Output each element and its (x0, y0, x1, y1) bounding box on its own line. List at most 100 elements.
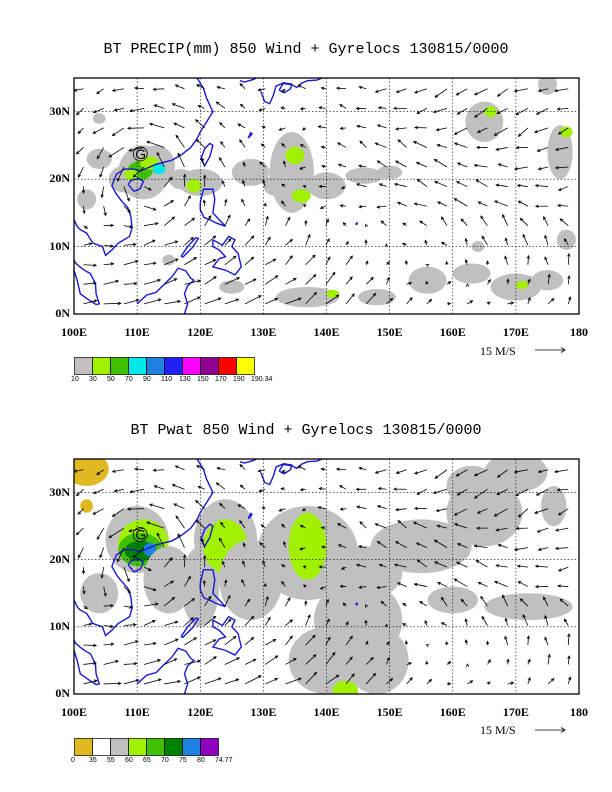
wind-arrow (164, 278, 177, 285)
wind-arrow-head (148, 187, 152, 191)
wind-vectors (74, 463, 572, 686)
wind-arrow (184, 617, 194, 626)
wind-arrow (184, 637, 197, 646)
wind-arrow-head (515, 145, 520, 150)
wind-arrow-head (358, 585, 363, 589)
wind-arrow-head (325, 218, 329, 223)
wind-arrow-head (356, 124, 361, 128)
colorbar-label: 150 (197, 376, 209, 383)
wind-arrow (558, 186, 569, 191)
wind-arrow (555, 547, 569, 549)
wind-arrow (241, 199, 246, 207)
wind-arrow-head (466, 663, 470, 668)
wind-arrow-head (460, 218, 465, 222)
wind-arrow (395, 508, 407, 511)
wind-arrow-head (335, 674, 340, 679)
wind-arrow (325, 619, 330, 626)
wind-arrow-head (318, 184, 323, 189)
wind-arrow-head (515, 492, 520, 496)
wind-arrow (474, 545, 488, 549)
colorbar-label: 70 (125, 376, 133, 383)
wind-arrow (265, 258, 276, 266)
gridlines (74, 459, 579, 694)
wind-arrow-head (544, 636, 548, 641)
wind-arrow-head (513, 547, 518, 552)
wind-arrow-head (519, 217, 524, 222)
wind-arrow (504, 256, 509, 265)
wind-arrow-head (154, 602, 159, 606)
wind-arrow-head (201, 157, 205, 162)
wind-arrow (377, 205, 387, 208)
wind-arrow-head (92, 109, 97, 114)
wind-arrow-head (317, 506, 322, 510)
wind-arrow (325, 294, 339, 305)
wind-arrow-head (349, 635, 353, 640)
coastline-segment (239, 459, 258, 464)
wind-arrow-head (298, 677, 302, 681)
wind-arrow (396, 469, 407, 474)
wind-arrow-head (496, 474, 501, 478)
wind-arrow (175, 84, 185, 90)
wind-arrow-head (92, 661, 97, 665)
wind-arrow-head (304, 600, 308, 604)
wind-arrow-head (157, 678, 162, 682)
wind-arrow-head (364, 239, 368, 244)
wind-arrow-head (425, 264, 430, 268)
wind-arrow (184, 576, 191, 587)
wind-arrow-head (533, 510, 538, 514)
wind-arrow-head (365, 640, 369, 645)
wind-arrow (527, 636, 529, 646)
wind-arrow (518, 200, 529, 207)
wind-arrow-head (132, 554, 137, 559)
wind-arrow-head (281, 469, 286, 474)
wind-arrow-head (557, 568, 562, 572)
wind-arrow-head (153, 104, 158, 108)
wind-arrow (456, 88, 468, 96)
shading-area (484, 459, 548, 493)
precip-map: G (73, 77, 580, 353)
wind-arrow-head (563, 238, 568, 242)
coastline-segment (74, 78, 214, 257)
wind-arrow (149, 123, 165, 129)
coastline-segment (199, 569, 227, 608)
wind-arrow (520, 218, 529, 226)
wind-arrow (396, 88, 407, 93)
wind-arrow-head (455, 92, 460, 96)
wind-arrow (567, 275, 570, 285)
wind-arrow-head (111, 469, 116, 473)
wind-arrow (496, 527, 508, 531)
wind-arrow-head (544, 256, 548, 261)
wind-arrow-head (280, 487, 285, 491)
wind-arrow-head (213, 276, 217, 280)
wind-arrow-head (220, 140, 224, 145)
wind-arrow-head (232, 255, 237, 260)
colorbar-label: 30 (89, 376, 97, 383)
wind-arrow-head (298, 297, 302, 301)
wind-arrow-head (397, 139, 402, 143)
wind-arrow (83, 680, 97, 685)
wind-arrow (456, 469, 468, 477)
wind-arrow (395, 160, 407, 168)
wind-arrow-head (527, 296, 531, 301)
wind-arrow-head (174, 240, 179, 244)
wind-arrow-head (318, 565, 323, 569)
wind-arrow-head (364, 619, 368, 624)
wind-arrow-head (227, 238, 232, 242)
wind-arrow-head (517, 133, 522, 137)
wind-arrow (281, 200, 286, 207)
wind-arrow (494, 200, 508, 207)
wind-arrow-head (455, 181, 460, 185)
wind-arrow-head (84, 605, 89, 610)
wind-arrow-head (440, 216, 445, 221)
wind-arrow (77, 508, 84, 515)
wind-arrow (244, 278, 256, 285)
wind-arrow-head (239, 519, 243, 524)
wind-arrow-head (376, 160, 381, 164)
wind-arrow (175, 465, 185, 471)
coastline-segment (136, 267, 196, 314)
x-tick-label: 130E (250, 705, 277, 719)
wind-arrow-head (522, 233, 526, 238)
wind-arrow-head (126, 578, 130, 583)
wind-arrow-head (133, 86, 138, 90)
wind-arrow (285, 597, 291, 607)
